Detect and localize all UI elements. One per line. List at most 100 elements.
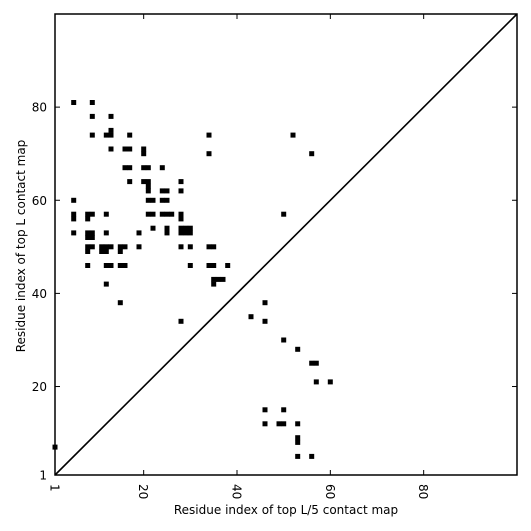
x-tick-label: 20	[136, 484, 150, 499]
contact-point	[290, 132, 296, 138]
contact-point	[85, 244, 91, 250]
contact-point	[178, 230, 184, 236]
contact-point	[103, 230, 109, 236]
contact-point	[85, 230, 91, 236]
contact-point	[108, 132, 114, 138]
contact-point	[89, 211, 95, 217]
contact-point	[127, 165, 133, 171]
contact-point	[117, 249, 123, 254]
contact-point	[145, 183, 151, 189]
contact-point	[187, 225, 193, 231]
contact-point	[159, 188, 165, 194]
contact-point	[117, 300, 123, 306]
y-tick-label: 80	[32, 101, 47, 115]
contact-point	[122, 263, 128, 268]
contact-point	[281, 407, 287, 413]
contact-point	[103, 244, 109, 250]
contact-point	[206, 151, 212, 157]
x-axis-label: Residue index of top L/5 contact map	[174, 503, 398, 517]
contact-point	[220, 276, 226, 282]
contact-point	[89, 244, 95, 250]
contact-point	[187, 244, 193, 250]
contact-point	[262, 407, 268, 413]
contact-point	[159, 211, 165, 217]
contact-point	[136, 230, 142, 236]
contact-point	[89, 132, 95, 138]
contact-point	[85, 216, 91, 222]
contact-point	[85, 235, 91, 240]
contact-point	[281, 211, 287, 217]
contact-point	[183, 225, 189, 231]
scatter-points	[52, 100, 333, 459]
y-tick-label: 60	[32, 194, 47, 208]
contact-point	[206, 244, 212, 250]
contact-point	[103, 281, 109, 287]
contact-point	[276, 421, 282, 427]
axis-ticks: 1 20 40 60 80 1 20 40 60 80	[32, 14, 517, 499]
contact-point	[178, 188, 184, 194]
contact-point	[164, 188, 170, 194]
contact-point	[309, 453, 315, 459]
contact-point	[262, 421, 268, 427]
x-tick-label: 1	[48, 484, 62, 492]
contact-point	[127, 179, 133, 185]
contact-point	[122, 146, 128, 152]
contact-point	[262, 318, 268, 324]
contact-point	[178, 225, 184, 231]
contact-point	[281, 421, 287, 427]
contact-point	[89, 235, 95, 240]
contact-point	[145, 179, 151, 185]
x-tick-label: 40	[230, 484, 244, 499]
contact-point	[206, 132, 212, 138]
contact-point	[122, 165, 128, 171]
contact-point	[215, 276, 221, 282]
contact-point	[141, 151, 147, 157]
y-tick-label: 1	[39, 469, 47, 483]
contact-point	[117, 244, 123, 250]
y-tick-label: 40	[32, 287, 47, 301]
contact-point	[103, 249, 109, 254]
contact-point	[262, 300, 268, 306]
contact-point	[145, 211, 151, 217]
contact-point	[71, 216, 77, 222]
contact-point	[127, 146, 133, 152]
contact-point	[187, 230, 193, 236]
x-tick-label: 60	[323, 484, 337, 499]
contact-point	[164, 211, 170, 217]
contact-point	[309, 151, 315, 157]
contact-point	[141, 146, 147, 152]
contact-point	[295, 453, 301, 459]
contact-point	[248, 314, 254, 320]
contact-point	[71, 211, 77, 217]
contact-point	[164, 197, 170, 203]
contact-point	[89, 230, 95, 236]
contact-point	[211, 244, 217, 250]
contact-point	[164, 230, 170, 236]
contact-point	[178, 318, 184, 324]
contact-point	[178, 179, 184, 185]
contact-point	[295, 346, 301, 352]
contact-point	[108, 146, 114, 152]
contact-point	[141, 179, 147, 185]
plot-frame	[54, 13, 518, 476]
contact-point	[295, 421, 301, 427]
contact-point	[99, 249, 105, 254]
contact-point	[117, 263, 123, 268]
contact-point	[122, 244, 128, 250]
contact-point	[85, 249, 91, 254]
contact-point	[150, 197, 156, 203]
contact-point	[85, 211, 91, 217]
y-axis-label: Residue index of top L contact map	[14, 140, 28, 353]
contact-point	[99, 244, 105, 250]
contact-point	[136, 244, 142, 250]
contact-point	[159, 197, 165, 203]
contact-point	[169, 211, 175, 217]
contact-point	[103, 263, 109, 268]
contact-point	[103, 211, 109, 217]
contact-point	[281, 337, 287, 343]
contact-point	[178, 216, 184, 222]
contact-point	[309, 360, 315, 366]
contact-point	[71, 197, 77, 203]
contact-point	[85, 263, 91, 268]
